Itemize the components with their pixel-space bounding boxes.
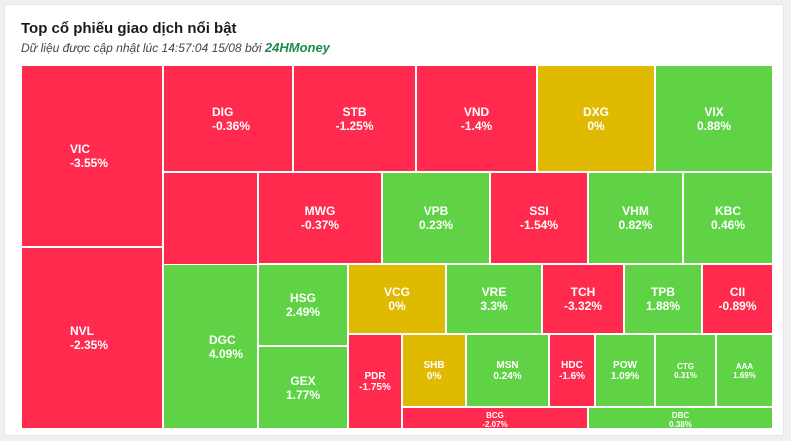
tile-symbol: VPB [423, 204, 449, 218]
tile-symbol: STB [342, 104, 367, 119]
tile-change: -0.36% [212, 118, 251, 133]
tile-change: -1.75% [359, 381, 391, 393]
top-stocks-widget: Top cổ phiếu giao dịch nổi bật Dữ liệu đ… [4, 4, 784, 436]
tile-symbol: DXG [582, 104, 609, 119]
tile-change: 2.49% [285, 305, 321, 319]
tile-symbol: MWG [304, 204, 336, 218]
tile-change: 4.09% [209, 346, 244, 361]
tile-dbc[interactable]: DBC 0.38% [588, 407, 773, 429]
tile-change: 0.31% [674, 370, 697, 380]
tile-change: -2.07% [482, 420, 508, 429]
tile-symbol: VIX [704, 104, 724, 119]
tile-shb[interactable]: SHB 0% [402, 334, 466, 407]
tile-change: -1.25% [335, 118, 374, 133]
tile-symbol: HSG [289, 291, 316, 305]
tile-symbol: VRE [481, 285, 507, 299]
tile-change: 0.38% [669, 420, 692, 429]
tile-symbol: VIC [70, 142, 91, 156]
tile-vcg[interactable]: VCG 0% [348, 264, 446, 334]
tile-change: -1.4% [460, 118, 493, 133]
tile-msn[interactable]: MSN 0.24% [466, 334, 549, 407]
tile-change: 0.46% [710, 218, 746, 232]
tile-symbol: CTG [677, 361, 694, 371]
tile-symbol: SSI [529, 204, 549, 218]
tile-symbol: CII [729, 285, 746, 299]
tile-bcg[interactable]: BCG -2.07% [402, 407, 588, 429]
tile-ctg[interactable]: CTG 0.31% [655, 334, 716, 407]
tile-change: 3.3% [480, 299, 508, 313]
tile-tch[interactable]: TCH -3.32% [542, 264, 624, 334]
tile-cii[interactable]: CII -0.89% [702, 264, 773, 334]
tile-ssi[interactable]: SSI -1.54% [490, 172, 588, 264]
tile-symbol: VND [463, 104, 490, 119]
tile-symbol: DIG [212, 104, 234, 119]
tile-change: 1.69% [733, 370, 756, 380]
tile-change: 0% [426, 370, 442, 382]
tile-symbol: NVL [70, 324, 94, 338]
update-info: Dữ liệu được cập nhật lúc 14:57:04 15/08… [21, 40, 330, 55]
tile-symbol: VCG [383, 285, 410, 299]
tile-dxg[interactable]: DXG 0% [537, 65, 655, 172]
tile-kbc[interactable]: KBC 0.46% [683, 172, 773, 264]
tile-change: 0% [587, 118, 605, 133]
tile-change: -0.37% [300, 218, 340, 232]
tile-change: 1.09% [610, 370, 640, 382]
tile-change: 0.82% [618, 218, 653, 232]
tile-change: 1.88% [645, 299, 681, 313]
tile-nvl[interactable]: NVL -2.35% [21, 247, 163, 429]
tile-symbol: GEX [290, 373, 316, 388]
tile-aaa[interactable]: AAA 1.69% [716, 334, 773, 407]
tile-symbol: SHB [423, 359, 445, 371]
tile-gex[interactable]: GEX 1.77% [258, 346, 348, 429]
update-text: Dữ liệu được cập nhật lúc 14:57:04 15/08… [21, 41, 262, 55]
tile-change: 0.24% [493, 370, 522, 382]
tile-symbol: KBC [715, 204, 741, 218]
tile-change: 0% [388, 299, 406, 313]
tile-symbol: BCG [486, 411, 504, 420]
tile-symbol: VHM [622, 204, 649, 218]
tile-change: -1.6% [558, 370, 586, 382]
tile-vic[interactable]: VIC -3.55% [21, 65, 163, 247]
tile-pow[interactable]: POW 1.09% [595, 334, 655, 407]
widget-title: Top cổ phiếu giao dịch nổi bật [21, 20, 237, 37]
tile-vhm[interactable]: VHM 0.82% [588, 172, 683, 264]
tile-pdr[interactable]: PDR -1.75% [348, 334, 402, 429]
tile-vix[interactable]: VIX 0.88% [655, 65, 773, 172]
tile-vpb[interactable]: VPB 0.23% [382, 172, 490, 264]
tile-change: -2.35% [70, 338, 109, 352]
tile-dgc[interactable]: DGC 4.09% [163, 264, 258, 429]
tile-hdc[interactable]: HDC -1.6% [549, 334, 595, 407]
tile-change: -3.55% [70, 156, 109, 170]
tile-change: -0.89% [718, 299, 757, 313]
tile-change: 1.77% [285, 387, 321, 402]
tile-symbol: HDC [561, 359, 583, 371]
tile-mwg[interactable]: MWG -0.37% [258, 172, 382, 264]
tile-symbol: AAA [735, 361, 754, 371]
tile-vre[interactable]: VRE 3.3% [446, 264, 542, 334]
tile-tpb[interactable]: TPB 1.88% [624, 264, 702, 334]
stock-treemap: VIC -3.55% NVL -2.35% DIG -0.36% STB -1.25% VND -… [21, 65, 773, 429]
tile-symbol: DBC [671, 411, 690, 420]
tile-dig[interactable]: DIG -0.36% [163, 65, 293, 172]
tile-hsg[interactable]: HSG 2.49% [258, 264, 348, 346]
tile-symbol: MSN [496, 359, 519, 371]
tile-symbol: POW [613, 359, 637, 371]
tile-change: -1.54% [519, 218, 559, 232]
tile-change: -3.32% [563, 299, 603, 313]
tile-vnd[interactable]: VND -1.4% [416, 65, 537, 172]
tile-symbol: TPB [651, 285, 675, 299]
tile-symbol: DGC [209, 332, 236, 347]
source-link[interactable]: 24HMoney [264, 40, 330, 55]
tile-symbol: PDR [364, 370, 386, 382]
tile-symbol: TCH [570, 285, 596, 299]
tile-change: 0.23% [418, 218, 454, 232]
tile-stb[interactable]: STB -1.25% [293, 65, 416, 172]
tile-change: 0.88% [696, 118, 732, 133]
